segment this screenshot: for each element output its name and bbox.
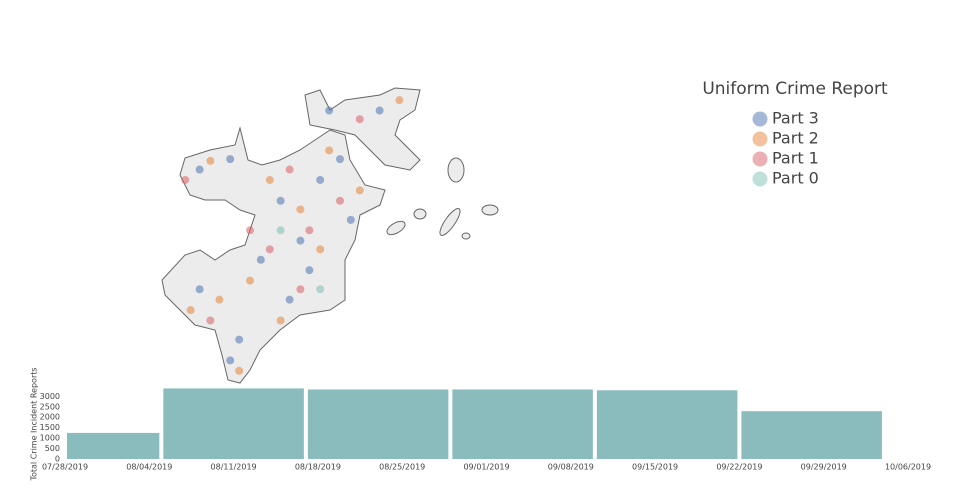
y-tick-label: 2500: [40, 402, 60, 411]
y-tick-label: 1500: [40, 423, 60, 432]
crime-point: [325, 146, 334, 155]
crime-point: [305, 226, 314, 235]
y-tick-label: 1000: [40, 434, 60, 443]
crime-point: [195, 285, 204, 294]
bar: [596, 390, 738, 459]
island: [413, 208, 427, 220]
crime-point: [265, 245, 274, 254]
legend-label: Part 2: [772, 129, 819, 148]
crime-point: [215, 295, 224, 304]
y-tick-label: 0: [55, 455, 60, 464]
crime-point: [276, 226, 285, 235]
x-tick-label: 08/11/2019: [211, 463, 257, 472]
bar: [163, 388, 304, 459]
crime-point: [276, 196, 285, 205]
x-tick-label: 08/18/2019: [295, 463, 341, 472]
crime-point: [256, 255, 265, 264]
crime-point: [325, 106, 334, 115]
island: [461, 232, 471, 240]
x-tick-label: 08/25/2019: [379, 463, 425, 472]
crime-point: [296, 236, 305, 245]
crime-point: [316, 285, 325, 294]
crime-point: [336, 155, 344, 164]
crime-point: [246, 226, 254, 235]
legend-swatch: [752, 151, 768, 167]
bar: [307, 389, 449, 459]
crime-point: [375, 106, 384, 115]
crime-point: [235, 335, 244, 344]
crime-point: [395, 96, 404, 105]
mainland: [161, 126, 386, 384]
crime-point: [355, 115, 364, 124]
x-tick-label: 07/28/2019: [42, 463, 88, 472]
map-points: [181, 96, 404, 375]
x-tick-label: 09/22/2019: [716, 463, 762, 472]
x-tick-label: 09/29/2019: [801, 463, 847, 472]
island: [386, 220, 406, 236]
x-tick-label: 09/01/2019: [463, 463, 509, 472]
crime-point: [226, 155, 235, 164]
crime-point: [285, 165, 294, 174]
crime-point: [285, 295, 294, 304]
crime-point: [355, 186, 364, 195]
crime-point: [296, 205, 305, 214]
y-tick-label: 2000: [40, 413, 60, 422]
crime-point: [265, 175, 274, 184]
x-tick-label: 08/04/2019: [126, 463, 172, 472]
y-tick-label: 3000: [40, 392, 60, 401]
legend-title: Uniform Crime Report: [702, 79, 888, 99]
crime-point: [346, 215, 355, 224]
crime-point: [336, 196, 344, 205]
crime-point: [186, 306, 195, 315]
crime-point: [235, 366, 244, 375]
crime-point: [276, 316, 285, 325]
crime-point: [206, 316, 215, 325]
crime-point: [305, 266, 314, 275]
crime-point: [296, 285, 305, 294]
legend-swatch: [752, 171, 768, 187]
crime-point: [226, 356, 235, 365]
crime-point: [195, 165, 204, 174]
legend-label: Part 1: [772, 149, 819, 168]
legend-label: Part 0: [772, 169, 819, 188]
bar: [67, 432, 160, 459]
y-axis-label: Total Crime Incident Reports: [30, 367, 39, 481]
x-tick-label: 10/06/2019: [885, 463, 931, 472]
crime-point: [181, 175, 190, 184]
bar: [741, 411, 882, 459]
x-tick-label: 09/08/2019: [548, 463, 594, 472]
legend-swatch: [752, 131, 768, 147]
east-boston: [304, 87, 421, 171]
crime-point: [316, 245, 325, 254]
x-tick-label: 09/15/2019: [632, 463, 678, 472]
island: [481, 204, 499, 216]
bar: [452, 389, 593, 459]
island: [447, 157, 465, 183]
legend-swatch: [752, 111, 768, 127]
island: [439, 208, 461, 236]
legend-label: Part 3: [772, 109, 819, 128]
crime-point: [206, 156, 215, 165]
map-land: [161, 87, 499, 384]
y-tick-label: 500: [45, 444, 60, 453]
crime-point: [316, 175, 325, 184]
crime-point: [246, 276, 254, 285]
